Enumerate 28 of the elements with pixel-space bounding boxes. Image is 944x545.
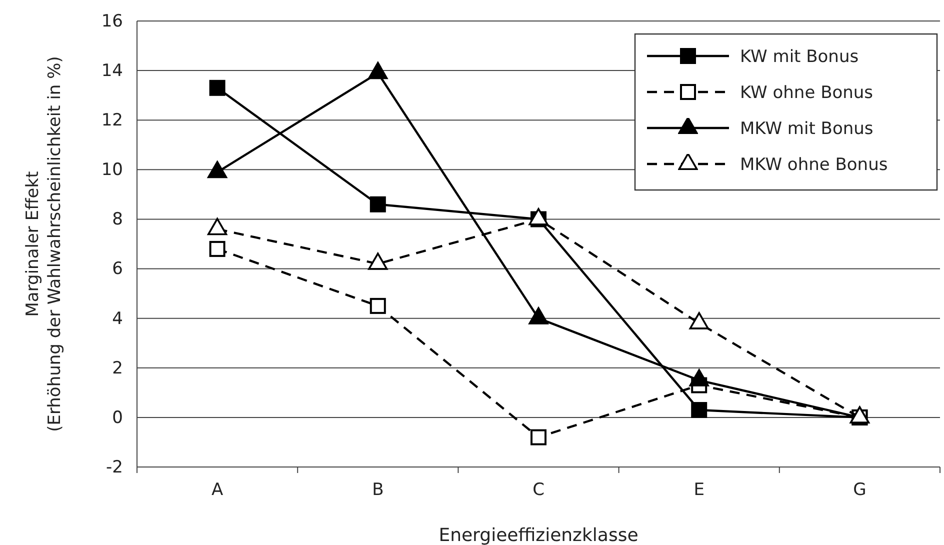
point — [208, 218, 228, 236]
point — [368, 252, 388, 270]
y-tick-label: 6 — [112, 259, 123, 280]
point — [368, 62, 388, 80]
point — [208, 160, 228, 178]
y-tick-label: -2 — [106, 457, 123, 478]
y-tick-label: 8 — [112, 210, 123, 230]
y-tick-label: 0 — [112, 408, 123, 428]
legend-label: KW ohne Bonus — [740, 83, 874, 103]
y-axis-title: Marginaler Effekt (Erhöhung der Wahlwahrscheinlichkeit in %) — [23, 56, 65, 432]
x-tick-label: G — [853, 480, 866, 500]
y-tick-label: 2 — [112, 358, 123, 378]
x-axis-title: Energieeffizienzklasse — [438, 525, 638, 545]
point — [209, 240, 226, 257]
point — [370, 298, 386, 314]
x-tick-label: B — [372, 480, 384, 500]
y-tick-label: 12 — [101, 110, 123, 131]
y-tick-label: 16 — [101, 11, 123, 32]
x-tick-label: E — [694, 480, 704, 500]
legend-label: MKW mit Bonus — [740, 119, 874, 139]
y-tick-label: 10 — [101, 160, 123, 180]
y-tick-label: 14 — [101, 60, 123, 81]
y-tick-label: 4 — [112, 308, 123, 329]
legend-label: KW mit Bonus — [740, 47, 859, 67]
legend-label: MKW ohne Bonus — [740, 155, 888, 175]
x-tick-label: A — [211, 480, 224, 500]
x-tick-label: C — [532, 480, 544, 500]
point — [530, 429, 546, 446]
